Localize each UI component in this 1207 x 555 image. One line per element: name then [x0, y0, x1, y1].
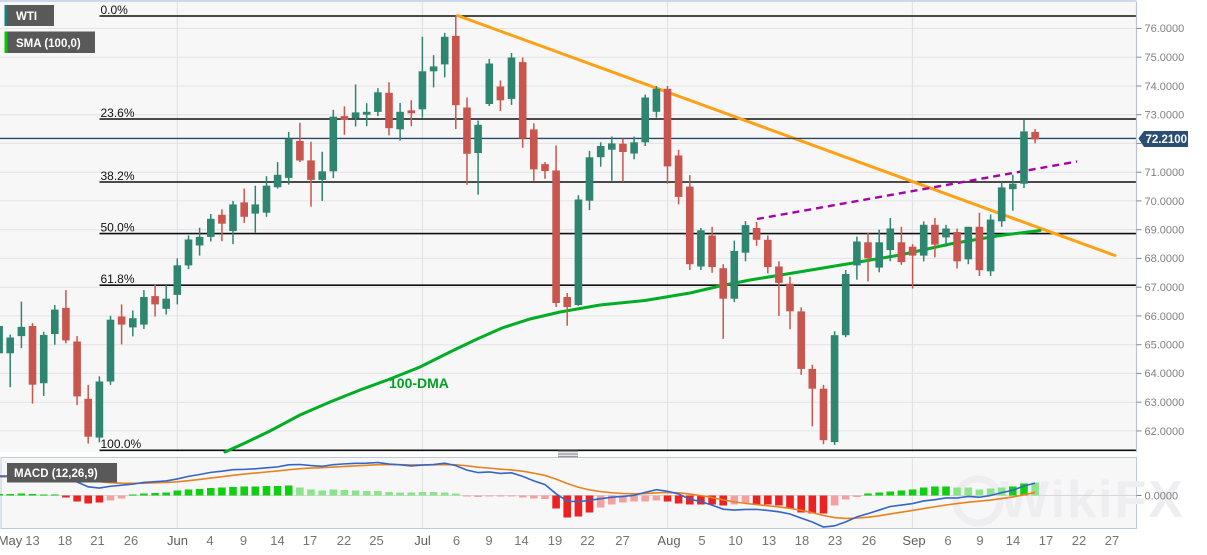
- svg-text:13: 13: [25, 533, 39, 548]
- svg-text:66.0000: 66.0000: [1145, 311, 1185, 323]
- svg-text:50.0%: 50.0%: [101, 220, 135, 234]
- svg-text:SMA (100,0): SMA (100,0): [16, 38, 81, 50]
- svg-text:19: 19: [548, 533, 562, 548]
- svg-text:67.0000: 67.0000: [1145, 282, 1185, 294]
- svg-text:May: May: [0, 533, 23, 548]
- svg-text:76.0000: 76.0000: [1145, 23, 1185, 35]
- svg-text:61.8%: 61.8%: [101, 272, 135, 286]
- svg-text:13: 13: [762, 533, 776, 548]
- svg-text:26: 26: [124, 533, 138, 548]
- svg-text:Jul: Jul: [414, 533, 431, 548]
- svg-text:69.0000: 69.0000: [1145, 225, 1185, 237]
- svg-text:23: 23: [828, 533, 842, 548]
- svg-text:68.0000: 68.0000: [1145, 253, 1185, 265]
- svg-text:9: 9: [240, 533, 247, 548]
- svg-text:22: 22: [580, 533, 594, 548]
- svg-text:71.0000: 71.0000: [1145, 167, 1185, 179]
- svg-text:6: 6: [944, 533, 951, 548]
- svg-text:9: 9: [485, 533, 492, 548]
- svg-text:10: 10: [728, 533, 742, 548]
- svg-text:73.0000: 73.0000: [1145, 110, 1185, 122]
- svg-text:27: 27: [1105, 533, 1119, 548]
- svg-text:21: 21: [90, 533, 104, 548]
- svg-text:22: 22: [1072, 533, 1086, 548]
- svg-text:70.0000: 70.0000: [1145, 196, 1185, 208]
- svg-text:6: 6: [453, 533, 460, 548]
- svg-text:25: 25: [369, 533, 383, 548]
- svg-text:65.0000: 65.0000: [1145, 340, 1185, 352]
- svg-text:4: 4: [206, 533, 213, 548]
- svg-text:74.0000: 74.0000: [1145, 81, 1185, 93]
- svg-text:14: 14: [514, 533, 528, 548]
- svg-text:Aug: Aug: [657, 533, 680, 548]
- svg-text:64.0000: 64.0000: [1145, 368, 1185, 380]
- svg-text:14: 14: [270, 533, 284, 548]
- svg-text:14: 14: [1006, 533, 1020, 548]
- svg-text:22: 22: [337, 533, 351, 548]
- svg-text:23.6%: 23.6%: [101, 106, 135, 120]
- svg-text:75.0000: 75.0000: [1145, 52, 1185, 64]
- svg-text:63.0000: 63.0000: [1145, 397, 1185, 409]
- svg-text:62.0000: 62.0000: [1145, 426, 1185, 438]
- svg-text:5: 5: [698, 533, 705, 548]
- svg-text:72.2100: 72.2100: [1146, 134, 1188, 146]
- svg-text:17: 17: [303, 533, 317, 548]
- svg-text:0.0%: 0.0%: [101, 3, 129, 17]
- svg-text:Sep: Sep: [902, 533, 925, 548]
- svg-text:100-DMA: 100-DMA: [389, 375, 449, 391]
- svg-text:WTI: WTI: [16, 11, 37, 23]
- svg-text:38.2%: 38.2%: [101, 169, 135, 183]
- svg-text:27: 27: [615, 533, 629, 548]
- svg-text:0.0000: 0.0000: [1145, 490, 1179, 502]
- svg-text:17: 17: [1039, 533, 1053, 548]
- svg-text:MACD (12,26,9): MACD (12,26,9): [14, 468, 98, 480]
- svg-text:26: 26: [862, 533, 876, 548]
- svg-text:100.0%: 100.0%: [101, 437, 142, 451]
- svg-text:9: 9: [976, 533, 983, 548]
- svg-text:Jun: Jun: [167, 533, 188, 548]
- svg-text:WikiFX: WikiFX: [1000, 471, 1185, 529]
- svg-text:18: 18: [795, 533, 809, 548]
- svg-text:18: 18: [58, 533, 72, 548]
